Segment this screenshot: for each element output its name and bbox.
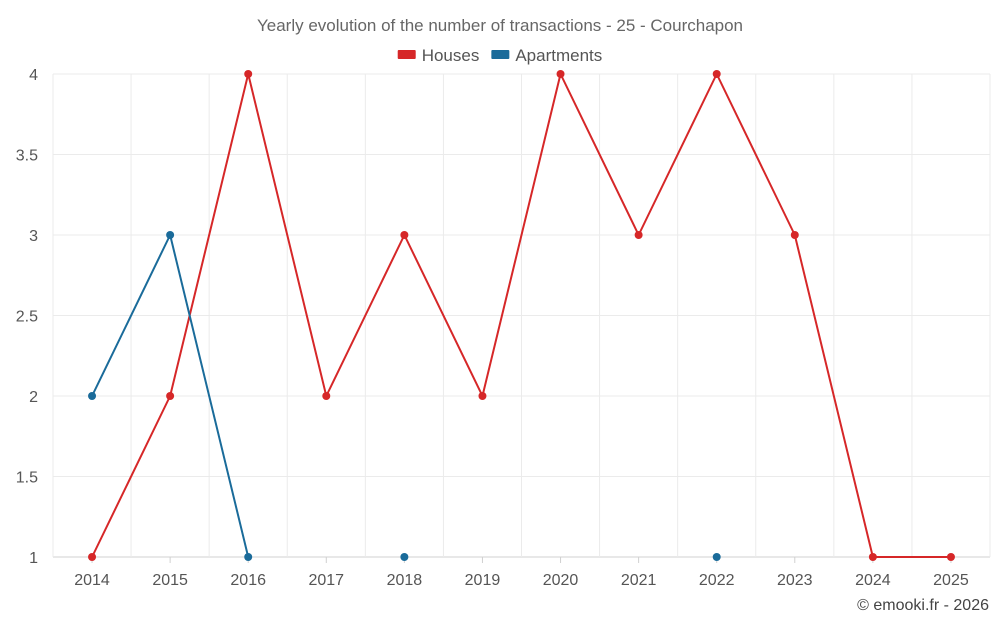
x-tick-label: 2016 — [230, 572, 266, 589]
legend-label: Houses — [422, 46, 480, 65]
legend-swatch — [397, 50, 416, 59]
series-layer — [88, 70, 955, 561]
data-point-apartments-2018[interactable] — [400, 553, 409, 561]
x-tick-label: 2019 — [465, 572, 501, 589]
y-tick-label: 1 — [29, 550, 38, 567]
x-tick-label: 2018 — [387, 572, 423, 589]
data-point-houses-2022[interactable] — [712, 70, 721, 78]
data-point-houses-2021[interactable] — [634, 231, 643, 239]
x-tick-label: 2020 — [543, 572, 579, 589]
legend-label: Apartments — [515, 46, 602, 65]
data-point-houses-2025[interactable] — [946, 553, 955, 561]
data-point-houses-2015[interactable] — [166, 392, 175, 400]
series-line — [91, 73, 951, 558]
legend-swatch — [491, 50, 510, 59]
x-tick-label: 2025 — [933, 572, 969, 589]
credit-text: © emooki.fr - 2026 — [857, 597, 989, 614]
legend-item-apartments[interactable]: Apartments — [491, 46, 602, 65]
x-tick-label: 2021 — [621, 572, 657, 589]
data-point-houses-2016[interactable] — [244, 70, 253, 78]
data-point-houses-2019[interactable] — [478, 392, 487, 400]
y-tick-label: 4 — [29, 67, 38, 84]
data-point-houses-2018[interactable] — [400, 231, 409, 239]
x-tick-label: 2015 — [152, 572, 188, 589]
x-tick-label: 2023 — [777, 572, 813, 589]
legend[interactable]: Houses Apartments — [397, 46, 603, 65]
x-tick-label: 2017 — [308, 572, 344, 589]
y-axis: 1 1.5 2 2.5 3 3.5 4 — [16, 67, 38, 567]
series-houses — [88, 70, 955, 561]
x-axis: 2014 2015 2016 2017 2018 2019 2020 2021 2022 2023… — [74, 557, 969, 589]
data-point-houses-2024[interactable] — [868, 553, 877, 561]
y-tick-label: 2 — [29, 389, 38, 406]
y-tick-label: 3.5 — [16, 148, 38, 165]
data-point-apartments-2016[interactable] — [244, 553, 253, 561]
data-point-houses-2014[interactable] — [88, 553, 97, 561]
data-point-houses-2020[interactable] — [556, 70, 565, 78]
legend-item-houses[interactable]: Houses — [397, 46, 480, 65]
y-tick-label: 1.5 — [16, 470, 38, 487]
grid — [52, 73, 991, 558]
data-point-houses-2023[interactable] — [790, 231, 799, 239]
series-apartments — [88, 231, 721, 561]
data-point-apartments-2015[interactable] — [166, 231, 175, 239]
y-tick-label: 3 — [29, 228, 38, 245]
data-point-apartments-2014[interactable] — [88, 392, 97, 400]
chart-title: Yearly evolution of the number of transa… — [257, 16, 743, 35]
data-point-apartments-2022[interactable] — [712, 553, 721, 561]
x-tick-label: 2014 — [74, 572, 110, 589]
x-tick-label: 2024 — [855, 572, 891, 589]
x-tick-label: 2022 — [699, 572, 735, 589]
y-tick-label: 2.5 — [16, 309, 38, 326]
data-point-houses-2017[interactable] — [322, 392, 331, 400]
